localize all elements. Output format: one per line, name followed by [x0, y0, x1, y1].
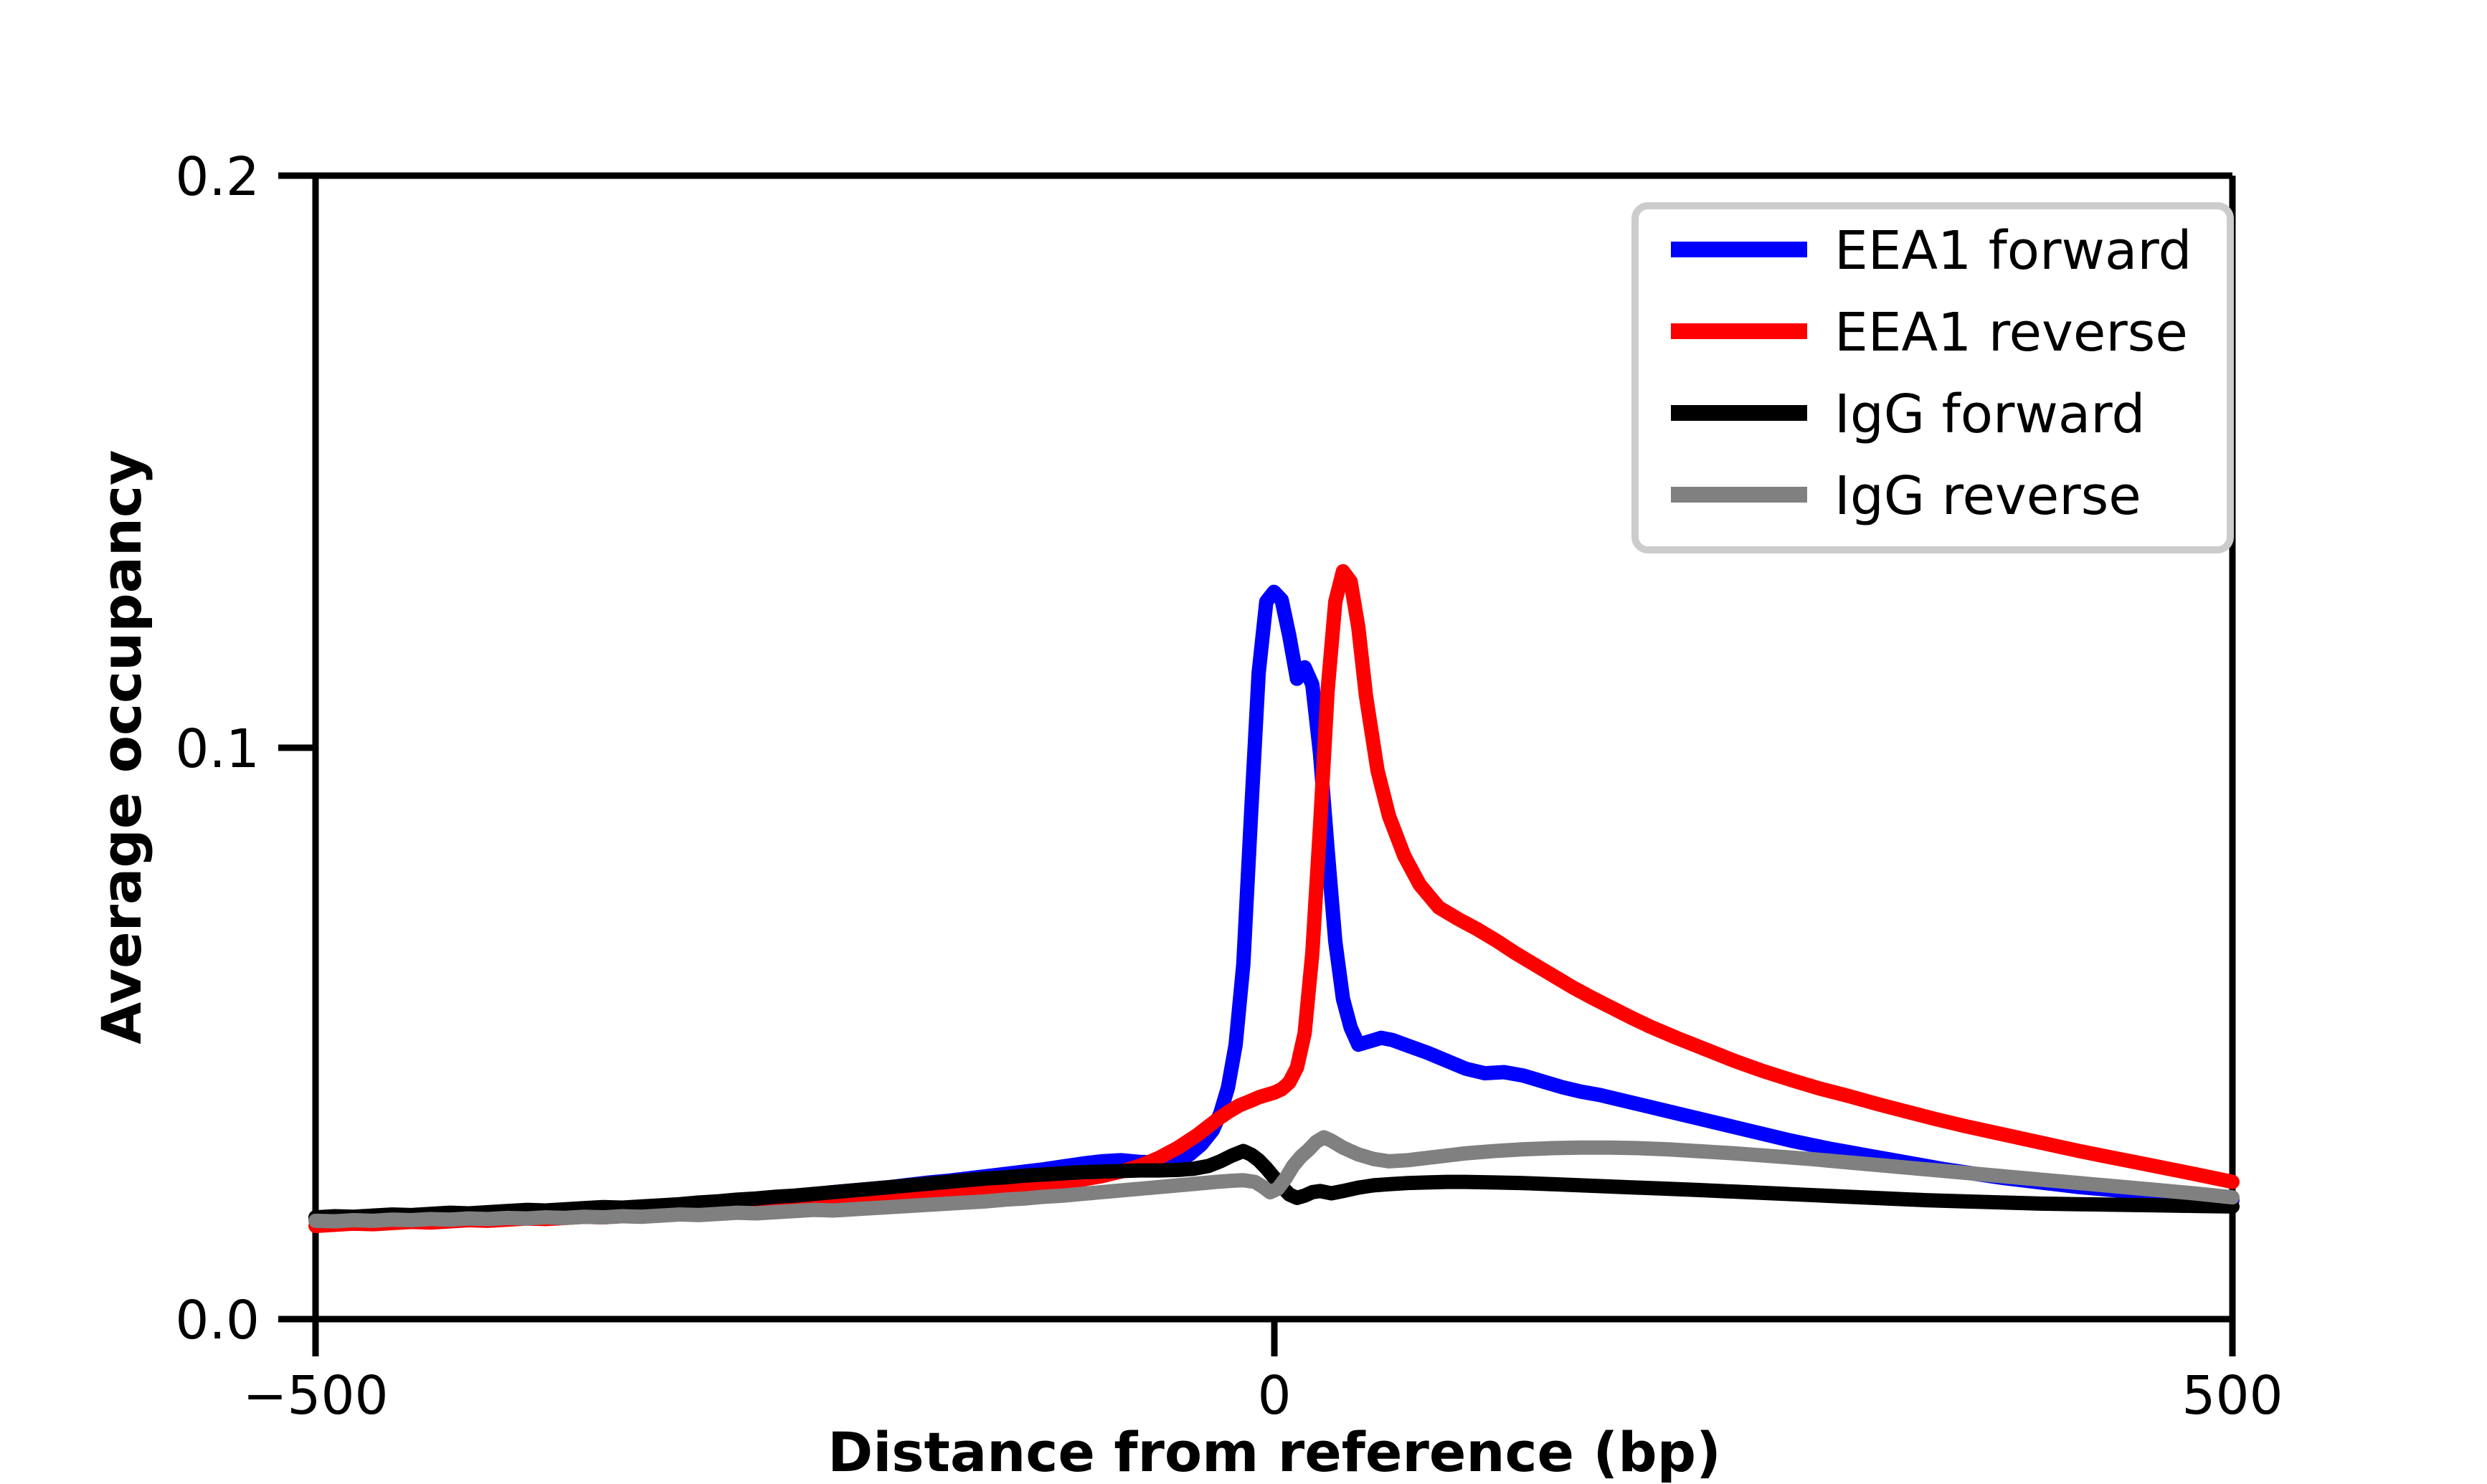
legend-box — [1631, 202, 2234, 553]
y-tick-label-middle: 0.1 — [175, 718, 260, 780]
legend-label-eea1-reverse: EEA1 reverse — [1834, 302, 2188, 363]
legend-item-igg-reverse[interactable]: IgG reverse — [1671, 465, 2141, 527]
x-tick-label-left: −500 — [242, 1365, 388, 1427]
y-axis-title: Average occupancy — [90, 450, 153, 1044]
x-tick-label-right: 500 — [2182, 1365, 2283, 1427]
legend-label-igg-reverse: IgG reverse — [1834, 465, 2141, 527]
x-axis-ticks — [312, 1319, 2236, 1356]
legend-label-igg-forward: IgG forward — [1834, 384, 2145, 445]
x-tick-label-center: 0 — [1257, 1365, 1291, 1427]
legend-item-eea1-reverse[interactable]: EEA1 reverse — [1671, 302, 2188, 363]
y-axis-ticks — [278, 172, 316, 1323]
y-tick-label-top: 0.2 — [175, 146, 260, 208]
legend-item-igg-forward[interactable]: IgG forward — [1671, 384, 2145, 445]
x-axis-title: Distance from reference (bp) — [828, 1420, 1721, 1484]
legend-item-eea1-forward[interactable]: EEA1 forward — [1671, 220, 2192, 282]
legend-label-eea1-forward: EEA1 forward — [1834, 220, 2192, 282]
series-group — [308, 563, 2240, 1234]
chart-legend: EEA1 forward EEA1 reverse IgG forward Ig… — [1631, 202, 2234, 553]
series-line-igg-forward — [308, 1143, 2240, 1225]
y-tick-label-bottom: 0.0 — [175, 1290, 260, 1351]
x-tick-labels: −500 0 500 — [242, 1365, 2283, 1427]
series-line-igg-reverse — [308, 1130, 2240, 1229]
y-tick-labels: 0.2 0.1 0.0 — [175, 146, 260, 1351]
